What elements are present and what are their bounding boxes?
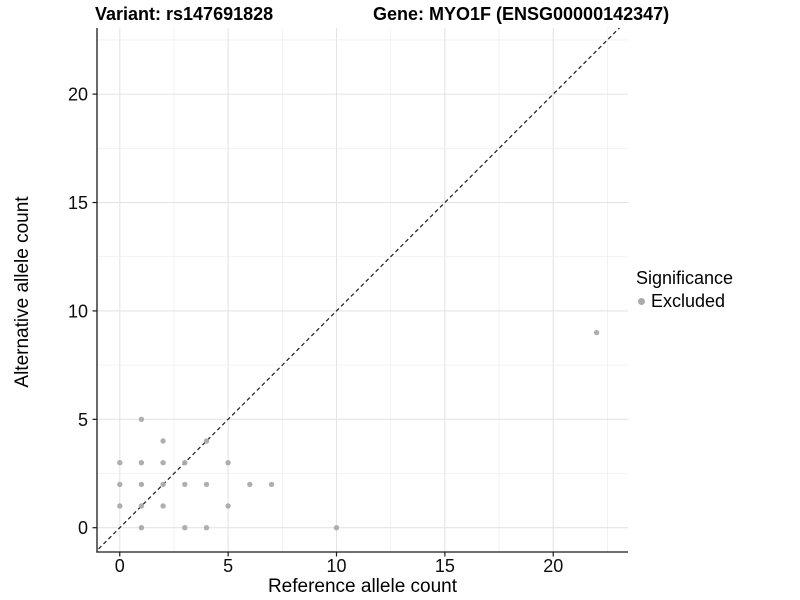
data-point: [203, 438, 210, 444]
data-point: [160, 438, 166, 444]
y-tick-label: 0: [78, 518, 88, 538]
excluded-point-icon: [638, 298, 645, 305]
data-point: [247, 481, 253, 488]
data-point: [333, 525, 340, 531]
legend-title: Significance: [636, 268, 734, 288]
data-point: [225, 460, 231, 466]
x-tick-label: 0: [115, 556, 125, 576]
data-point: [138, 503, 145, 509]
data-point: [160, 503, 166, 509]
x-tick-label: 10: [326, 556, 346, 576]
y-tick-label: 10: [68, 301, 88, 321]
y-tick-label: 20: [68, 85, 88, 105]
data-point: [117, 460, 123, 466]
y-tick-label: 5: [78, 410, 88, 430]
data-point: [182, 460, 188, 466]
data-point: [160, 460, 166, 466]
data-point: [225, 503, 231, 509]
x-tick-label: 15: [435, 556, 455, 576]
y-tick-label: 15: [68, 193, 88, 213]
x-axis-label: Reference allele count: [267, 576, 458, 597]
data-point: [182, 481, 188, 488]
data-point: [117, 481, 123, 488]
data-point: [203, 481, 210, 488]
x-tick-label: 20: [543, 556, 563, 576]
data-point: [138, 525, 145, 531]
legend: Significance Excluded: [636, 268, 733, 312]
data-point: [593, 329, 600, 336]
data-point: [203, 525, 210, 531]
y-axis-label: Alternative allele count: [12, 196, 33, 388]
identity-line: [97, 28, 621, 552]
variant-title: Variant: rs147691828: [95, 4, 274, 24]
legend-item-excluded: Excluded: [636, 291, 733, 312]
data-point: [138, 416, 145, 422]
data-point: [182, 525, 188, 531]
x-tick-label: 5: [223, 556, 233, 576]
data-point: [138, 481, 145, 488]
data-point: [138, 460, 145, 466]
data-point: [268, 481, 275, 488]
data-point: [160, 481, 166, 488]
gene-title: Gene: MYO1F (ENSG00000142347): [373, 4, 670, 24]
data-point: [117, 503, 123, 509]
legend-item-label: Excluded: [651, 291, 726, 311]
